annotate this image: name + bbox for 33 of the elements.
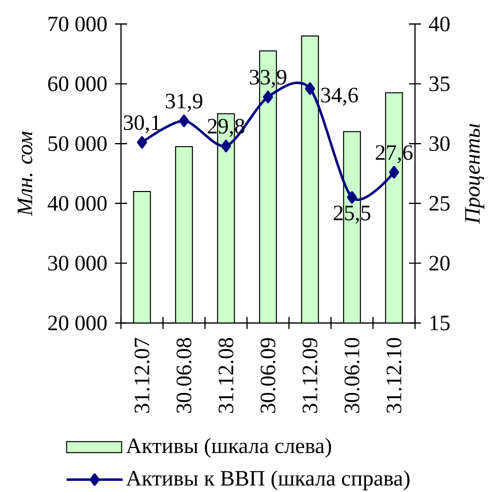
y2-tick-label: 35 [430,76,450,92]
y2-axis-title: Проценты [465,124,484,224]
x-tick-label: 30.06.10 [344,338,360,413]
y-tick-label: 20 000 [48,316,107,330]
y-tick-label: 50 000 [48,136,107,151]
point [179,114,189,128]
y2-tick-label: 15 [430,316,450,330]
x-tick-label: 31.12.09 [302,338,318,413]
x-tick-label: 31.12.08 [218,338,234,413]
y-tick-label: 40 000 [48,196,107,211]
data-label: 34,6 [321,88,358,106]
point [305,82,315,95]
legend-label: Активы (шкала слева) [126,438,332,458]
y-tick-label: 70 000 [48,16,107,32]
legend-label: Активы к ВВП (шкала справа) [126,470,410,490]
data-label: 31,9 [166,94,202,112]
point [221,140,231,152]
x-tick-label: 30.06.08 [176,338,192,413]
point [137,136,147,149]
x-tick-label: 31.12.07 [134,338,150,413]
y2-tick-label: 30 [430,136,450,151]
y2-tick-label: 40 [428,16,450,32]
x-tick-label: 30.06.09 [260,338,276,413]
y-axis-title: Млн. сом [18,132,32,216]
y-tick-label: 60 000 [48,76,107,92]
data-label: 30,1 [124,115,160,134]
y-tick-label: 30 000 [48,256,107,271]
point [263,90,273,104]
y2-tick-label: 25 [429,196,450,211]
point [389,166,399,179]
x-tick-label: 31.12.10 [386,338,402,413]
point [347,191,357,204]
y2-tick-label: 20 [429,256,450,271]
